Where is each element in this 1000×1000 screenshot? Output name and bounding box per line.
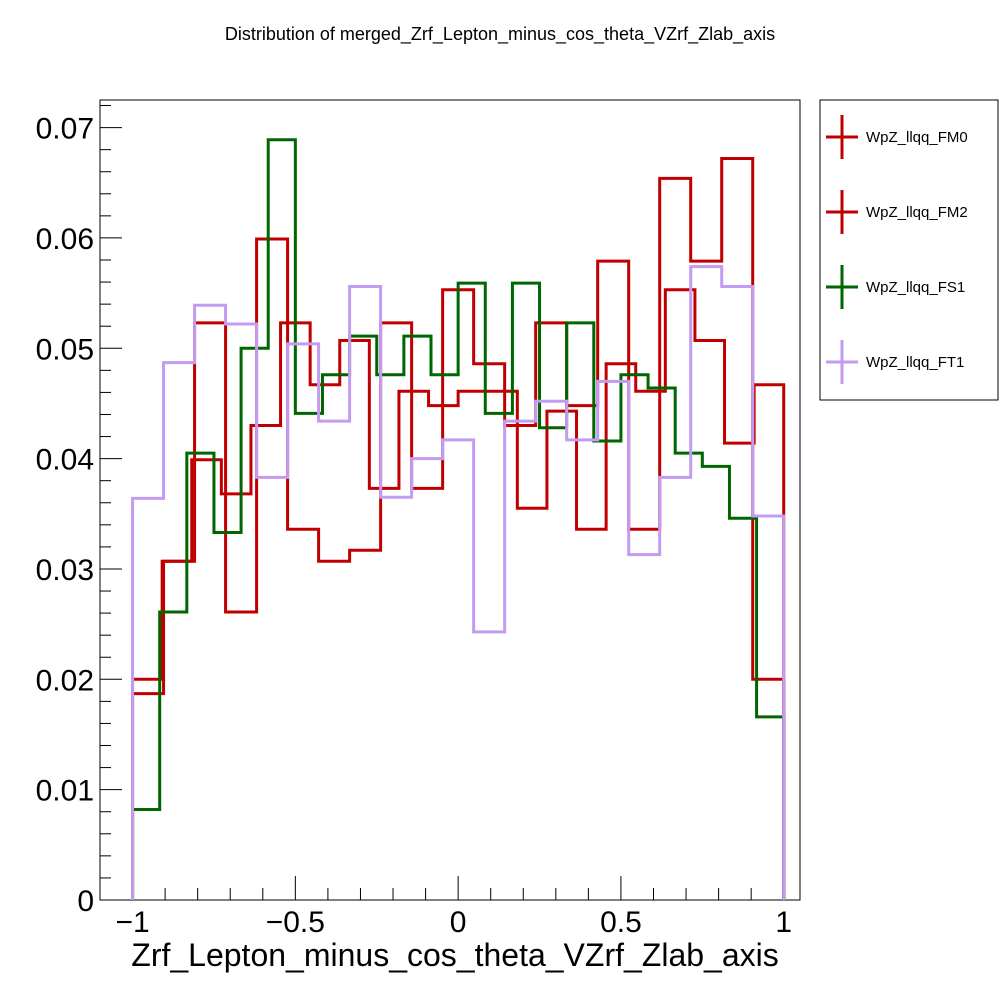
- legend-entry-wpz-llqq-ft1: WpZ_llqq_FT1: [826, 340, 964, 384]
- x-axis-label: Zrf_Lepton_minus_cos_theta_VZrf_Zlab_axi…: [131, 937, 778, 973]
- legend: WpZ_llqq_FM0 WpZ_llqq_FM2 WpZ_llqq_FS1 WpZ_…: [819, 99, 999, 401]
- y-tick-label: 0.02: [36, 664, 94, 697]
- legend-label: WpZ_llqq_FM2: [866, 204, 968, 221]
- x-tick-label: 1: [775, 906, 792, 939]
- plot-frame: [99, 99, 801, 901]
- y-tick-label: 0.07: [36, 113, 94, 146]
- y-tick-label: 0.03: [36, 554, 94, 587]
- legend-label: WpZ_llqq_FS1: [866, 279, 965, 296]
- y-axis: 0 0.01 0.02 0.03 0.04 0.05 0.06 0.07: [36, 105, 122, 918]
- series-layer: [131, 138, 786, 900]
- y-tick-label: 0.06: [36, 223, 94, 256]
- legend-entry-wpz-llqq-fm2: WpZ_llqq_FM2: [826, 190, 968, 234]
- series-wpz-llqq-ft1: [131, 265, 786, 900]
- legend-label: WpZ_llqq_FT1: [866, 354, 964, 371]
- legend-entry-wpz-llqq-fm0: WpZ_llqq_FM0: [826, 115, 968, 159]
- chart-title: Distribution of merged_Zrf_Lepton_minus_…: [225, 24, 775, 45]
- y-tick-label: 0: [77, 885, 94, 918]
- y-tick-label: 0.04: [36, 444, 94, 477]
- legend-label: WpZ_llqq_FM0: [866, 129, 968, 146]
- legend-entry-wpz-llqq-fs1: WpZ_llqq_FS1: [826, 265, 965, 309]
- legend-box: [819, 99, 999, 401]
- series-wpz-llqq-fs1: [131, 138, 786, 900]
- x-tick-label: −1: [115, 906, 149, 939]
- x-tick-label: 0.5: [600, 906, 642, 939]
- y-tick-label: 0.01: [36, 775, 94, 808]
- x-tick-label: −0.5: [266, 906, 325, 939]
- series-wpz-llqq-fm2: [131, 288, 786, 900]
- x-tick-label: 0: [450, 906, 467, 939]
- y-tick-label: 0.05: [36, 333, 94, 366]
